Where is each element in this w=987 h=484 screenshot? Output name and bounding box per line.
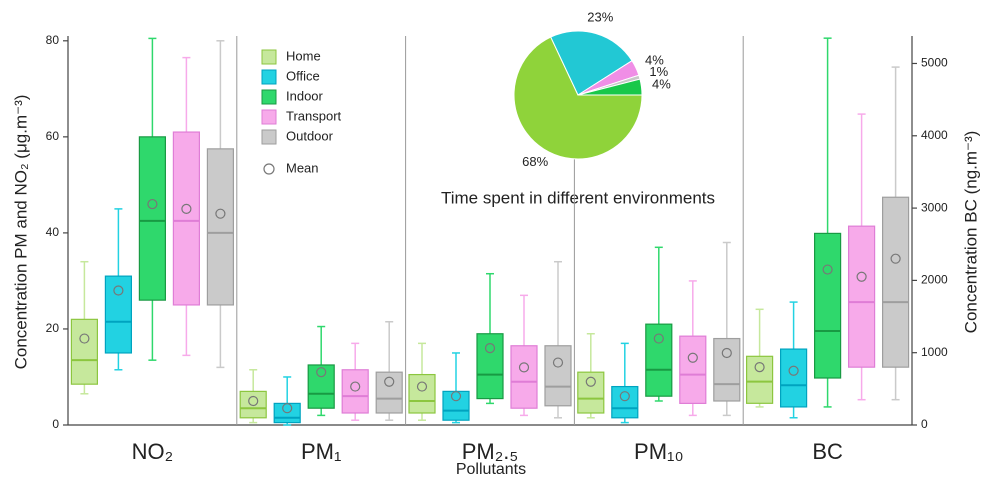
box [476,333,504,400]
mean-marker [181,203,192,214]
y2-tick-label: 3000 [921,200,948,214]
box [745,355,774,404]
x-tick-label: PM₂.₅ [462,439,519,464]
pie-slice [550,30,633,96]
legend-swatch [261,129,277,145]
y2-tick-label: 0 [921,417,928,431]
legend-mean-marker [263,163,275,175]
box [510,345,538,409]
box [881,196,910,368]
box [408,373,436,414]
y-tick-label: 40 [46,225,60,239]
box [779,348,808,408]
legend-label: Mean [286,160,319,175]
pie-label: 4% [652,76,671,91]
mean-marker [856,271,867,282]
x-axis-label: Pollutants [456,461,526,478]
legend-label: Transport [286,108,342,123]
pie-label: 68% [522,154,548,169]
mean-marker [585,376,596,387]
mean-marker [619,391,630,402]
pie-label: 23% [587,10,613,25]
mean-marker [147,198,158,210]
box [341,369,369,414]
box [544,345,572,407]
mean-marker [754,362,765,373]
y2-axis-label: Concentration BC (ng.m⁻³) [961,131,980,334]
legend-swatch [261,89,277,105]
pie-slice [577,78,643,96]
y-tick-label: 0 [52,417,59,431]
box [70,318,99,385]
mean-marker [113,285,124,296]
legend-label: Indoor [286,88,324,103]
x-tick-label: NO₂ [132,439,174,464]
box [239,390,267,419]
box [206,148,234,306]
x-tick-label: PM₁₀ [634,439,684,464]
box [375,371,403,414]
pie-slice [513,36,643,160]
mean-marker [822,264,833,275]
box [847,225,876,368]
y-tick-label: 60 [46,129,60,143]
y-tick-label: 20 [46,321,60,335]
y2-tick-label: 5000 [921,56,948,70]
mean-marker [687,352,698,363]
box [645,323,673,397]
legend-label: Outdoor [286,128,334,143]
y2-tick-label: 1000 [921,345,948,359]
mean-marker [79,333,90,344]
pie-title: Time spent in different environments [441,188,715,207]
mean-marker [653,333,664,344]
mean-marker [248,395,259,407]
pie-label: 4% [645,52,664,67]
mean-marker [450,391,462,402]
mean-marker [384,376,395,387]
box [442,390,470,421]
y-axis-label: Concentration PM and NO₂ (μg.m⁻³) [11,95,30,370]
box [307,364,335,409]
x-tick-label: BC [812,439,843,464]
mean-marker [788,365,799,376]
box [104,275,133,354]
mean-marker [518,362,530,373]
legend-swatch [261,69,277,85]
legend-label: Home [286,48,321,63]
mean-marker [416,381,428,392]
legend-swatch [261,49,277,65]
box [138,136,166,301]
box [172,131,200,306]
y2-tick-label: 4000 [921,128,948,142]
mean-marker [350,381,361,392]
mean-marker [484,343,496,354]
mean-marker [890,253,901,264]
mean-marker [215,208,226,219]
y2-tick-label: 2000 [921,273,948,287]
pie-label: 1% [649,64,668,79]
mean-marker [282,403,293,414]
mean-marker [721,347,732,359]
legend-label: Office [286,68,320,83]
mean-marker [552,357,564,368]
mean-marker [316,367,327,378]
y-tick-label: 80 [46,33,60,47]
legend-swatch [261,109,277,125]
x-tick-label: PM₁ [301,439,341,464]
box [679,335,707,404]
box [577,371,605,414]
box [813,232,842,379]
